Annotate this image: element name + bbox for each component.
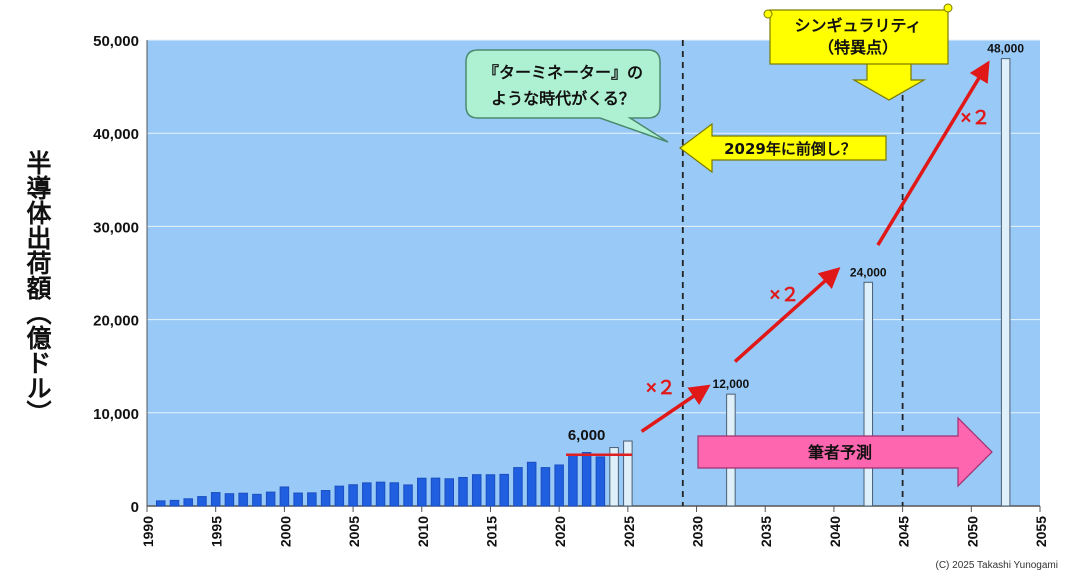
actual-bar xyxy=(224,493,235,507)
data-label: 24,000 xyxy=(850,265,887,279)
actual-bar xyxy=(307,492,317,507)
actual-bar xyxy=(320,490,331,507)
growth-arrow xyxy=(640,384,711,433)
forecast-bar xyxy=(863,281,874,507)
x-tick-label: 2020 xyxy=(552,516,568,547)
callout-text: 『ターミネーター』のような時代がくる？ xyxy=(483,63,643,108)
forecast-arrow-label: 筆者予測 xyxy=(808,443,872,462)
x-tick-label: 2035 xyxy=(758,516,774,547)
banner-curl xyxy=(943,3,953,13)
actual-bar xyxy=(210,492,221,507)
actual-bar xyxy=(334,485,345,507)
forward-arrow xyxy=(679,122,887,174)
actual-bar xyxy=(485,474,496,507)
y-tick-label: 0 xyxy=(131,499,139,516)
actual-bar xyxy=(554,464,564,507)
actual-bar xyxy=(252,493,262,507)
actual-bar xyxy=(197,496,207,507)
actual-bar xyxy=(471,474,482,507)
actual-bar xyxy=(581,452,592,507)
actual-bar xyxy=(499,473,509,507)
y-tick-label: 30,000 xyxy=(93,219,139,236)
x-tick-label: 1995 xyxy=(209,516,225,547)
x-tick-label: 2055 xyxy=(1033,516,1049,547)
multiplier-label: ×２ xyxy=(960,108,990,129)
growth-arrow xyxy=(876,60,990,246)
forecast-bar xyxy=(623,440,633,507)
banner-curl xyxy=(763,9,773,19)
multiplier-label: ×２ xyxy=(646,378,676,399)
data-label: 12,000 xyxy=(713,377,750,391)
actual-bar xyxy=(362,482,372,507)
multiplier-label: ×２ xyxy=(769,285,799,306)
singularity-down-arrow xyxy=(851,61,927,101)
actual-bar xyxy=(293,492,303,507)
actual-bar xyxy=(403,484,413,507)
actual-bar xyxy=(389,482,400,507)
y-tick-label: 20,000 xyxy=(93,313,139,330)
y-axis-label: 半導体出荷額（億ドル） xyxy=(23,150,52,425)
callout-bubble xyxy=(465,49,669,143)
actual-bar xyxy=(155,500,166,507)
x-tick-label: 2040 xyxy=(827,516,843,547)
forecast-bar xyxy=(609,447,619,507)
x-tick-label: 1990 xyxy=(140,516,156,547)
x-tick-label: 2000 xyxy=(277,516,293,547)
actual-bar xyxy=(595,456,606,507)
data-label: 6,000 xyxy=(568,427,606,444)
growth-arrow xyxy=(733,267,841,363)
x-tick-label: 2005 xyxy=(346,516,362,547)
actual-bar xyxy=(238,492,248,507)
data-label: 48,000 xyxy=(987,42,1024,56)
actual-bar xyxy=(348,484,358,507)
actual-bar xyxy=(540,467,551,507)
y-tick-label: 50,000 xyxy=(93,33,139,50)
actual-bar xyxy=(444,478,455,507)
copyright-credit: (C) 2025 Takashi Yunogami xyxy=(935,560,1059,571)
actual-bar xyxy=(183,498,193,507)
singularity-banner xyxy=(769,9,949,65)
x-tick-label: 2045 xyxy=(896,516,912,547)
actual-bar xyxy=(458,476,468,507)
actual-bar xyxy=(279,486,290,507)
actual-bar xyxy=(430,477,441,507)
x-tick-label: 2010 xyxy=(415,516,431,547)
forecast-arrow xyxy=(697,416,993,488)
actual-bar xyxy=(375,481,386,507)
forecast-bar xyxy=(1000,58,1011,507)
actual-bar xyxy=(526,461,537,507)
x-tick-label: 2015 xyxy=(483,516,499,547)
forward-arrow-label: 2029年に前倒し？ xyxy=(724,140,856,158)
y-tick-label: 40,000 xyxy=(93,126,139,143)
singularity-text: シンギュラリティ（特異点） xyxy=(794,16,921,57)
actual-bar xyxy=(169,499,180,507)
x-tick-label: 2030 xyxy=(690,516,706,547)
actual-bar xyxy=(417,477,427,507)
y-tick-label: 10,000 xyxy=(93,406,139,423)
actual-bar xyxy=(265,491,276,507)
actual-bar xyxy=(513,467,523,507)
actual-bar xyxy=(568,453,578,507)
x-tick-label: 2050 xyxy=(964,516,980,547)
x-tick-label: 2025 xyxy=(621,516,637,547)
